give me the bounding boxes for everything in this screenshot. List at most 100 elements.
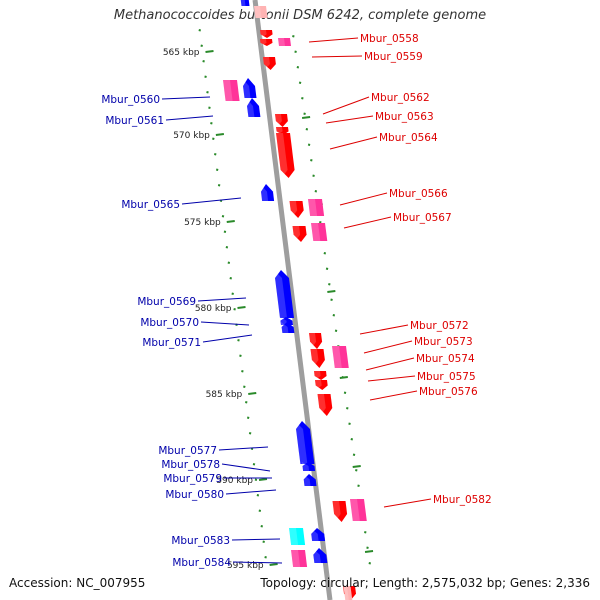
gene-arrow	[281, 322, 295, 333]
gene-arrow-shade	[240, 0, 246, 6]
track-dot	[260, 525, 263, 528]
gene-arrow-shade	[309, 333, 317, 349]
gene-label: Mbur_0573	[414, 336, 473, 348]
label-leader	[329, 136, 378, 150]
gene-arrow	[289, 528, 306, 545]
track-dot	[227, 261, 231, 264]
gene-label: Mbur_0576	[419, 386, 478, 398]
track-dot	[312, 174, 315, 177]
track-dot	[330, 298, 333, 301]
gene-arrow	[278, 38, 291, 46]
label-leader	[221, 463, 271, 472]
tick-mark	[364, 550, 374, 553]
track-dot	[352, 453, 356, 456]
gene-label: Mbur_0579	[163, 473, 222, 485]
track-dot	[229, 277, 232, 280]
gene-arrow	[280, 317, 293, 325]
gene-arrow	[296, 421, 315, 464]
label-leader	[367, 375, 416, 382]
track-dot	[245, 401, 248, 404]
gene-arrow	[303, 474, 317, 486]
track-dot	[250, 447, 254, 450]
gene-arrow-shade	[311, 223, 321, 241]
track-dot	[254, 478, 258, 481]
gene-label: Mbur_0563	[375, 111, 434, 123]
label-leader	[308, 37, 359, 43]
tick-mark	[237, 306, 246, 309]
track-dot	[348, 422, 351, 425]
tick-label: 595 kbp	[227, 561, 264, 571]
gene-arrow-shade	[260, 184, 269, 201]
gene-label: Mbur_0570	[140, 317, 199, 329]
gene-arrow-shade	[315, 380, 322, 390]
track-dot	[206, 91, 209, 94]
gene-label: Mbur_0584	[172, 557, 231, 569]
gene-arrow	[350, 499, 367, 521]
gene-arrow	[291, 550, 308, 567]
genes-label: Genes:	[509, 576, 552, 590]
track-dot	[248, 432, 252, 435]
label-leader	[322, 96, 370, 115]
track-dot	[243, 385, 246, 388]
track-dot	[256, 494, 260, 497]
accession-info: Accession: NC_007955	[9, 576, 145, 590]
gene-arrow	[315, 380, 328, 390]
gene-arrow-shade	[223, 80, 233, 101]
tick-mark	[352, 465, 361, 468]
gene-arrow-shade	[276, 133, 288, 178]
label-leader	[200, 321, 250, 326]
track-dot	[214, 153, 217, 156]
track-dot	[319, 221, 322, 224]
gene-arrow-shade	[260, 30, 267, 38]
track-dot	[296, 66, 300, 69]
gene-label: Mbur_0572	[410, 320, 469, 332]
gene-arrow-shade	[310, 349, 319, 368]
track-dot	[294, 50, 297, 53]
track-dot	[204, 75, 207, 78]
gene-label: Mbur_0566	[389, 188, 448, 200]
gene-arrow	[254, 6, 268, 18]
map-title: Methanococcoides burtonii DSM 6242, comp…	[113, 8, 487, 23]
gene-label: Mbur_0567	[393, 212, 452, 224]
track-dot	[305, 128, 309, 131]
gene-label: Mbur_0582	[433, 494, 492, 506]
label-leader	[383, 498, 432, 508]
label-leader	[218, 446, 269, 451]
track-dot	[325, 267, 329, 270]
gene-arrow-shade	[275, 114, 282, 127]
track-dot	[343, 391, 347, 394]
track-dot	[357, 484, 360, 487]
track-dot	[292, 35, 295, 38]
tick-mark	[269, 563, 278, 566]
track-dot	[202, 60, 205, 63]
gene-arrow-shade	[350, 499, 360, 521]
track-dot	[346, 407, 349, 410]
track-dot	[221, 215, 225, 218]
track-dot	[366, 546, 369, 549]
gene-label: Mbur_0575	[417, 371, 476, 383]
gene-label: Mbur_0569	[137, 296, 196, 308]
track-dot	[223, 230, 227, 233]
gene-arrow	[314, 371, 327, 380]
gene-label: Mbur_0559	[364, 51, 423, 63]
gene-arrow	[343, 586, 353, 600]
gene-label: Mbur_0562	[371, 92, 430, 104]
gene-arrow-shade	[274, 270, 287, 318]
track-dot	[225, 246, 229, 249]
gene-arrow-shade	[289, 201, 298, 218]
gene-label: Mbur_0574	[416, 353, 475, 365]
label-leader	[365, 357, 415, 371]
track-dot	[264, 556, 267, 559]
tick-layer: 565 kbp 570 kbp 575 kbp 580 kbp 585 kbp 590 k…	[163, 29, 374, 571]
genes-value: 2,336	[555, 576, 590, 590]
gene-arrow-shade	[246, 98, 255, 117]
gene-arrow-shade	[263, 57, 270, 70]
gene-label: Mbur_0580	[165, 489, 224, 501]
gene-arrow	[313, 548, 328, 563]
length-value: 2,575,032 bp	[421, 576, 502, 590]
label-leader	[231, 538, 281, 541]
gene-arrow-shade	[295, 421, 308, 464]
gene-arrow-shade	[317, 394, 326, 416]
label-leader	[202, 334, 253, 343]
label-leader	[165, 115, 214, 121]
